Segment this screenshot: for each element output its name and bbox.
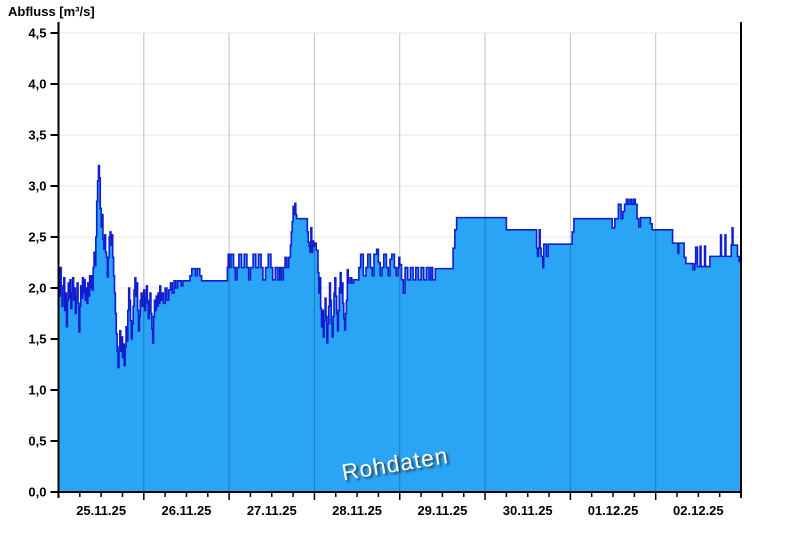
y-tick-label: 3,5 bbox=[28, 128, 46, 143]
x-date-label: 02.12.25 bbox=[673, 503, 724, 518]
y-tick-label: 4,5 bbox=[28, 26, 46, 41]
discharge-line bbox=[58, 164, 741, 369]
y-tick-label: 1,0 bbox=[28, 383, 46, 398]
y-axis-title: Abfluss [m³/s] bbox=[8, 4, 95, 19]
y-tick-label: 3,0 bbox=[28, 179, 46, 194]
x-date-label: 01.12.25 bbox=[588, 503, 639, 518]
y-tick-label: 2,0 bbox=[28, 281, 46, 296]
y-tick-label: 4,0 bbox=[28, 77, 46, 92]
x-date-label: 26.11.25 bbox=[162, 503, 212, 518]
y-tick-label: 0,5 bbox=[28, 434, 46, 449]
y-tick-label: 2,5 bbox=[28, 230, 46, 245]
x-date-label: 29.11.25 bbox=[417, 503, 467, 518]
discharge-area bbox=[58, 165, 741, 492]
y-tick-label: 0,0 bbox=[28, 485, 46, 500]
x-date-label: 30.11.25 bbox=[503, 503, 553, 518]
x-date-label: 27.11.25 bbox=[247, 503, 297, 518]
y-tick-label: 1,5 bbox=[28, 332, 46, 347]
x-date-label: 28.11.25 bbox=[332, 503, 382, 518]
x-date-label: 25.11.25 bbox=[76, 503, 126, 518]
